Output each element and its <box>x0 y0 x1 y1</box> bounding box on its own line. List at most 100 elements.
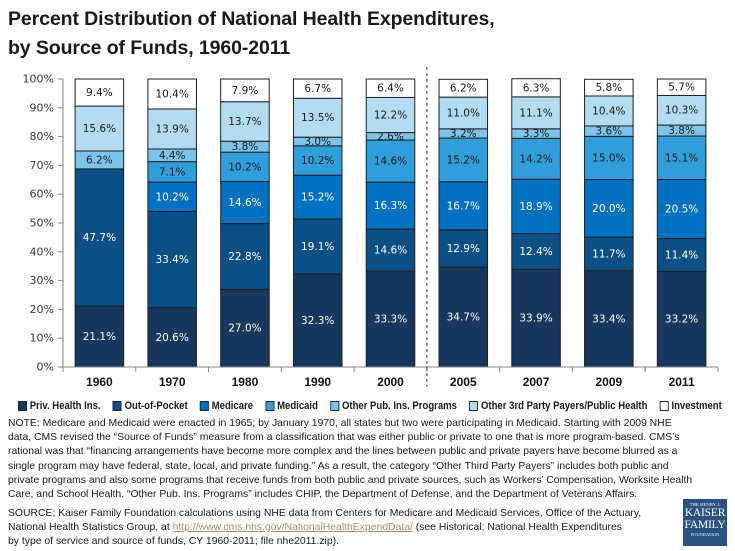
data-label: 6.2% <box>450 83 477 95</box>
data-label: 33.2% <box>665 314 698 326</box>
note-line: data, CMS revised the “Source of Funds” … <box>8 432 680 444</box>
y-tick-label: 40% <box>30 245 54 258</box>
legend-swatch <box>18 400 27 411</box>
x-tick-label: 2009 <box>595 375 622 389</box>
data-label: 10.4% <box>155 88 188 100</box>
bar-segment-investment <box>438 78 489 98</box>
data-label: 15.6% <box>83 123 116 135</box>
data-label: 5.7% <box>668 82 695 94</box>
bar-segment-other-3rd-party-payers-public-health <box>584 95 634 127</box>
bar-segment-other-3rd-party-payers-public-health <box>511 96 561 130</box>
source-line-text: National Health Statistics Group, at <box>8 521 173 533</box>
data-label: 3.8% <box>232 141 259 153</box>
chart-title-line-2: by Source of Funds, 1960-2011 <box>8 37 291 59</box>
y-tick-label: 70% <box>30 159 54 172</box>
data-label: 20.0% <box>592 203 625 215</box>
legend-item: Other Pub. Ins. Programs <box>330 400 457 412</box>
bar-segment-priv-health-ins <box>584 270 634 368</box>
data-label: 33.4% <box>592 313 625 325</box>
data-label: 10.2% <box>228 161 261 173</box>
data-label: 6.2% <box>86 154 113 166</box>
bar-segment-other-3rd-party-payers-public-health <box>74 105 125 152</box>
bar-segment-medicare <box>292 174 343 220</box>
bar-segment-other-3rd-party-payers-public-health <box>220 101 270 142</box>
y-tick-label: 60% <box>30 188 54 201</box>
bar-segment-priv-health-ins <box>74 305 125 368</box>
bar-segment-investment <box>656 78 707 96</box>
x-tick-label: 2000 <box>377 375 404 389</box>
data-label: 14.6% <box>228 197 261 209</box>
legend-swatch <box>659 400 669 411</box>
data-label: 3.6% <box>595 126 622 138</box>
note-line: NOTE: Medicare and Medicaid were enacted… <box>8 418 672 429</box>
data-label: 3.8% <box>668 125 695 137</box>
data-label: 13.5% <box>301 112 334 124</box>
y-axis: 0% 10% 20% 30% 40% 50% 60% 70% 80% 90% 100% <box>23 73 64 374</box>
source-link[interactable]: http://www.cms.hhs.gov/NationalHealthExp… <box>172 521 413 533</box>
legend-swatch <box>199 400 209 411</box>
legend-label: Other Pub. Ins. Programs <box>341 399 457 412</box>
bar-segment-out-of-pocket <box>656 238 707 272</box>
data-label: 15.2% <box>447 154 480 166</box>
bar-segment-out-of-pocket <box>147 210 197 309</box>
legend-swatch <box>265 400 275 411</box>
data-label: 12.2% <box>374 110 407 122</box>
source-line-text: (see Historical; National Health Expendi… <box>412 521 622 533</box>
bar-segment-priv-health-ins <box>220 288 270 368</box>
y-tick-label: 100% <box>23 73 54 86</box>
logo-line-3: FAMILY <box>684 518 726 531</box>
legend-item: Priv. Health Ins. <box>18 400 101 412</box>
bar-segment-other-3rd-party-payers-public-health <box>365 96 416 134</box>
legend-label: Other 3rd Party Payers/Public Health <box>481 399 648 412</box>
data-label: 34.7% <box>447 312 480 324</box>
y-tick-label: 0% <box>37 361 54 374</box>
legend-item: Medicare <box>199 400 253 412</box>
bars <box>74 78 707 368</box>
note-line: private programs and also some programs … <box>8 474 693 486</box>
y-tick-label: 20% <box>30 303 54 316</box>
data-label: 3.2% <box>450 128 477 140</box>
stacked-bar-chart: 21.1% 47.7% 6.2% 15.6% 9.4% 20.6% 33.4% 10.2% 7.… <box>23 67 719 389</box>
bar-segment-medicaid <box>511 137 561 180</box>
kaiser-family-foundation-logo: THE HENRY J. KAISER FAMILY FOUNDATION <box>683 499 727 546</box>
bar-segment-priv-health-ins <box>292 273 343 368</box>
bar-segment-investment <box>147 78 197 110</box>
data-label: 5.8% <box>595 82 622 94</box>
data-label: 14.6% <box>374 156 407 168</box>
data-label: 13.7% <box>228 116 261 128</box>
data-label: 13.9% <box>155 123 188 135</box>
y-tick-label: 10% <box>30 332 54 345</box>
legend-item: Medicaid <box>265 400 318 412</box>
bar-segment-medicaid <box>365 139 416 183</box>
logo-line-4: FOUNDATION <box>690 532 720 537</box>
data-label: 10.2% <box>155 191 188 203</box>
data-label: 11.4% <box>665 249 698 261</box>
legend-label: Out-of-Pocket <box>124 399 188 412</box>
chart-legend: Priv. Health Ins. Out-of-Pocket Medicare Me… <box>18 398 722 413</box>
x-tick-label: 1990 <box>304 375 331 389</box>
x-tick-label: 2007 <box>523 375 550 389</box>
x-axis: 1960 1970 1980 1990 2000 2005 2007 2009 2011 <box>62 366 719 389</box>
data-label: 2.6% <box>377 131 404 143</box>
note-text: NOTE: Medicare and Medicaid were enacted… <box>8 417 735 502</box>
bar-segment-medicaid <box>584 135 634 181</box>
bar-segment-medicaid <box>656 135 707 181</box>
bar-segment-priv-health-ins <box>147 307 197 368</box>
data-labels: 21.1% 47.7% 6.2% 15.6% 9.4% 20.6% 33.4% 10.2% 7.… <box>83 82 699 344</box>
data-label: 3.3% <box>523 128 550 140</box>
x-tick-label: 2005 <box>450 375 477 389</box>
data-label: 3.0% <box>304 136 331 148</box>
bar-segment-investment <box>584 78 634 97</box>
data-label: 10.3% <box>665 105 698 117</box>
data-label: 16.3% <box>374 200 407 212</box>
bar-segment-investment <box>511 78 561 98</box>
bar-segment-medicare <box>147 181 197 212</box>
y-tick-label: 90% <box>30 101 54 114</box>
bar-segment-investment <box>220 78 270 103</box>
data-label: 16.7% <box>447 200 480 212</box>
data-label: 12.9% <box>447 243 480 255</box>
bar-segment-out-of-pocket <box>220 223 270 290</box>
bar-segment-medicare <box>220 181 270 225</box>
data-label: 47.7% <box>83 232 116 244</box>
y-tick-label: 50% <box>30 217 54 230</box>
